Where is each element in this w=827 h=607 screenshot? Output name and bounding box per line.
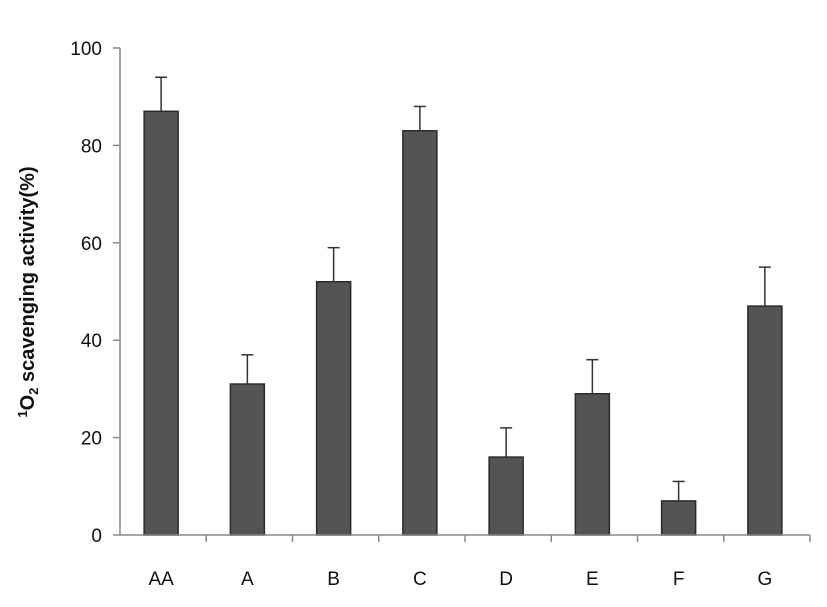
y-tick-label: 0 [91,526,102,547]
y-axis-title-rest: scavenging activity(%) [17,166,39,387]
y-tick-label: 100 [70,39,102,60]
error-bars-group [155,76,771,501]
x-tick-label-c: C [413,569,427,590]
y-axis-title-subscript: 2 [26,388,41,395]
x-tick-label-b: B [327,569,340,590]
y-tick-label: 20 [81,429,102,450]
bars-group [143,110,783,536]
y-axis-title: 1O2 scavenging activity(%) [15,166,41,417]
x-tick-label-e: E [586,569,599,590]
axes-group [113,47,811,542]
y-axis-title-superscript: 1 [15,410,30,417]
bar-e [574,393,611,536]
y-tick-label: 40 [81,331,102,352]
x-tick-label-g: G [757,569,772,590]
x-tick-labels: AA A B C D E F G [148,569,772,590]
x-tick-label-aa: AA [148,569,174,590]
bar-f [660,500,697,536]
bar-aa [143,110,179,536]
bar-a [229,383,266,536]
bar-g [747,305,783,536]
x-tick-label-d: D [499,569,513,590]
bar-d [488,456,524,536]
y-tick-labels: 0 20 40 60 80 100 [70,39,102,547]
x-tick-label-f: F [673,569,685,590]
y-tick-label: 60 [81,234,102,255]
bar-b [315,281,352,536]
bar-c [402,130,438,536]
y-tick-label: 80 [81,136,102,157]
x-tick-label-a: A [241,569,254,590]
y-axis-title-base: O [17,395,39,411]
